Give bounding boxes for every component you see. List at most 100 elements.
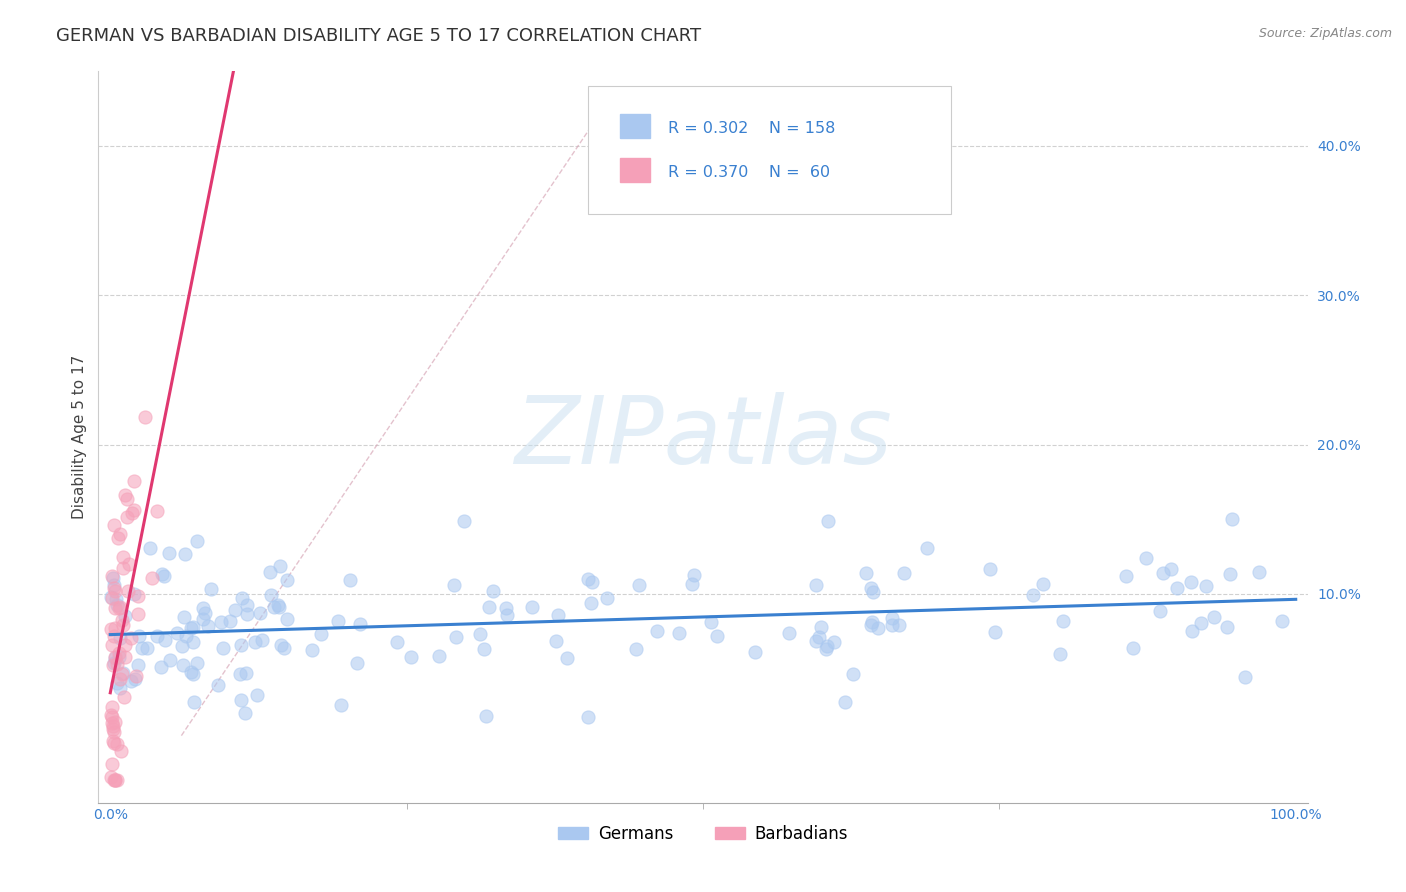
Point xyxy=(105,737,128,751)
Point xyxy=(128,629,150,643)
Point xyxy=(301,643,323,657)
Point xyxy=(122,474,145,488)
Point xyxy=(122,503,145,517)
Point xyxy=(180,665,202,680)
Point xyxy=(249,606,271,620)
Point xyxy=(181,635,204,649)
Point xyxy=(385,635,408,649)
Point xyxy=(108,599,131,614)
Point xyxy=(481,583,503,598)
FancyBboxPatch shape xyxy=(620,114,650,138)
Point xyxy=(579,596,602,610)
Point xyxy=(180,621,202,635)
Point xyxy=(170,640,193,654)
Point xyxy=(263,599,285,614)
Point xyxy=(862,615,884,629)
Point xyxy=(114,488,136,502)
Point xyxy=(104,584,127,599)
Point xyxy=(174,629,197,643)
Point xyxy=(778,625,800,640)
Point xyxy=(309,627,332,641)
Point xyxy=(173,610,195,624)
Point xyxy=(979,562,1001,576)
Point xyxy=(453,514,475,528)
Point xyxy=(862,585,884,599)
Point xyxy=(260,588,283,602)
Point xyxy=(212,640,235,655)
Point xyxy=(111,618,134,632)
Point xyxy=(1247,565,1270,579)
Point xyxy=(880,611,903,625)
Point xyxy=(173,547,195,561)
Point xyxy=(186,533,208,548)
Point xyxy=(181,620,204,634)
Point xyxy=(124,587,146,601)
Point xyxy=(108,601,131,615)
Point xyxy=(120,674,142,689)
Text: ZIPatlas: ZIPatlas xyxy=(515,392,891,483)
Point xyxy=(115,491,138,506)
Point xyxy=(229,638,252,652)
FancyBboxPatch shape xyxy=(620,158,650,182)
Point xyxy=(101,710,124,724)
Point xyxy=(120,632,142,646)
Point xyxy=(166,626,188,640)
Point xyxy=(104,649,127,664)
Point xyxy=(1122,641,1144,656)
Point xyxy=(330,698,353,712)
Point xyxy=(496,607,519,622)
Point xyxy=(806,634,828,648)
Point xyxy=(1202,610,1225,624)
Point xyxy=(100,707,122,722)
Point xyxy=(103,658,125,673)
Point xyxy=(1234,669,1257,683)
Point xyxy=(105,591,128,606)
Point xyxy=(101,715,124,730)
Point xyxy=(105,598,128,612)
Point xyxy=(880,618,903,632)
Point xyxy=(1049,647,1071,661)
Point xyxy=(103,629,125,643)
Point xyxy=(859,618,882,632)
Point xyxy=(915,541,938,556)
Point xyxy=(194,606,217,620)
Point xyxy=(681,576,703,591)
Point xyxy=(842,666,865,681)
Point xyxy=(117,584,139,599)
Point xyxy=(112,561,135,575)
Point xyxy=(114,608,136,623)
Point xyxy=(1166,581,1188,595)
Point xyxy=(100,569,122,583)
Point xyxy=(103,577,125,591)
Point xyxy=(104,621,127,635)
Point xyxy=(235,607,257,621)
Point xyxy=(101,734,124,748)
Point xyxy=(700,615,723,629)
Point xyxy=(984,624,1007,639)
Point xyxy=(1222,512,1244,526)
Point xyxy=(191,611,214,625)
Point xyxy=(269,600,291,615)
Point xyxy=(104,715,127,730)
Point xyxy=(834,695,856,709)
Point xyxy=(141,571,163,585)
Point xyxy=(104,651,127,665)
Point xyxy=(100,622,122,636)
Point xyxy=(645,624,668,639)
Point xyxy=(235,665,257,680)
Point xyxy=(152,569,174,583)
Point xyxy=(145,503,167,517)
Point xyxy=(246,688,269,702)
Point xyxy=(1180,574,1202,589)
Point xyxy=(868,621,890,635)
Point xyxy=(108,631,131,645)
Point xyxy=(112,549,135,564)
Point xyxy=(186,656,208,670)
Point xyxy=(229,667,252,681)
Point xyxy=(1135,550,1157,565)
Point xyxy=(807,631,830,645)
Point xyxy=(1022,588,1045,602)
Point xyxy=(814,641,837,656)
Point xyxy=(859,581,882,595)
Point xyxy=(250,633,273,648)
